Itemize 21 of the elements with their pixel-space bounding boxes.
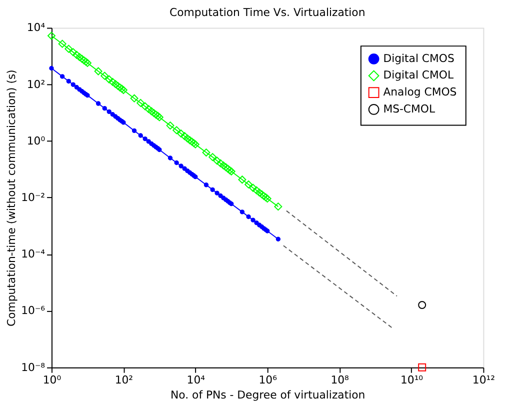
x-tick-label: 10² bbox=[114, 374, 134, 387]
legend-label: Digital CMOL bbox=[383, 68, 454, 82]
y-tick-label: 10⁰ bbox=[26, 134, 46, 148]
x-axis-title: No. of PNs - Degree of virtualization bbox=[170, 388, 366, 402]
y-axis-title: Computation-time (without communication) (s) bbox=[5, 70, 18, 326]
x-tick-label: 10¹⁰ bbox=[400, 374, 424, 387]
x-tick-label: 10⁸ bbox=[330, 374, 349, 387]
legend-label: MS-CMOL bbox=[383, 102, 436, 116]
x-tick-label: 10⁴ bbox=[186, 374, 206, 387]
x-tick-label: 10¹² bbox=[472, 374, 495, 387]
y-tick-label: 10⁻⁶ bbox=[21, 304, 46, 318]
legend-label: Digital CMOS bbox=[383, 52, 454, 65]
legend-label: Analog CMOS bbox=[383, 86, 457, 99]
y-tick-label: 10⁻⁴ bbox=[21, 248, 46, 261]
y-tick-label: 10⁻² bbox=[21, 191, 46, 204]
y-tick-label: 10⁻⁸ bbox=[21, 360, 46, 374]
x-tick-label: 10⁶ bbox=[258, 374, 278, 387]
x-tick-label: 10⁰ bbox=[42, 374, 62, 387]
chart-title: Computation Time Vs. Virtualization bbox=[170, 6, 366, 19]
y-tick-label: 10² bbox=[26, 78, 46, 91]
y-tick-label: 10⁴ bbox=[26, 21, 46, 34]
